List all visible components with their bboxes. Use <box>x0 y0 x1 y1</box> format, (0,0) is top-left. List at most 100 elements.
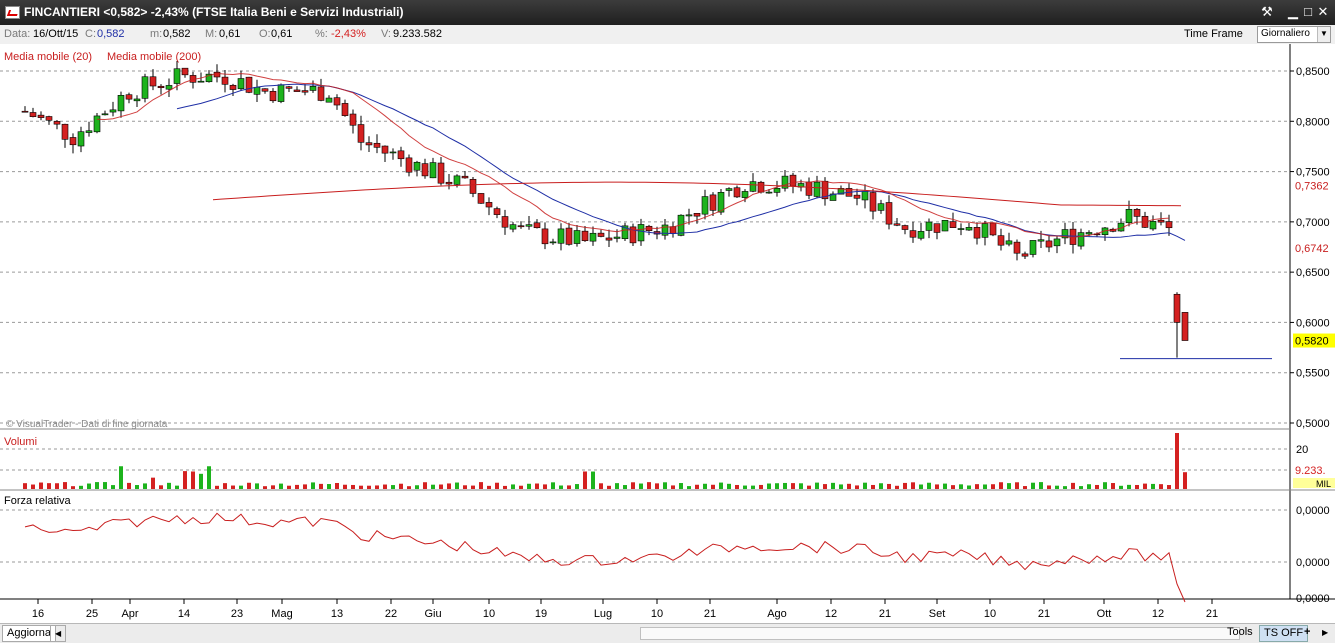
volume-bar <box>111 485 115 489</box>
candle-body <box>485 202 493 208</box>
volume-bar <box>775 483 779 489</box>
chart-area[interactable]: 0,8500 0,8000 0,7500 0,7000 0,6500 0,6000 0,55… <box>0 44 1335 623</box>
volume-bar <box>159 485 163 489</box>
volume-bar <box>335 482 339 489</box>
candle-body <box>397 150 405 160</box>
candle-body <box>629 226 637 244</box>
price-tick-label: 0,8500 <box>1296 66 1330 78</box>
x-tick-label: Ago <box>767 608 787 620</box>
candle-body <box>1021 253 1029 257</box>
candle-body <box>325 97 333 103</box>
candle-body <box>973 227 981 239</box>
ma200-value-tag: 0,7362 <box>1295 180 1329 192</box>
candle-body <box>565 227 573 245</box>
volume-bar <box>743 485 747 489</box>
chevron-down-icon[interactable]: ▼ <box>1317 27 1330 42</box>
candle-body <box>357 124 365 143</box>
volume-bar <box>303 484 307 489</box>
horizontal-scrollbar[interactable] <box>640 627 1240 640</box>
close-button[interactable]: ✕ <box>1317 4 1329 19</box>
candle-body <box>613 236 621 239</box>
volume-bar <box>1135 484 1139 489</box>
volume-bar <box>183 471 187 489</box>
x-tick-label: 21 <box>1206 608 1218 620</box>
candle-body <box>157 85 165 89</box>
volume-bar <box>799 483 803 489</box>
volume-bar <box>1151 483 1155 489</box>
volume-bar <box>575 484 579 489</box>
volume-bar <box>375 485 379 489</box>
volume-bar <box>415 485 419 489</box>
candle-body <box>893 223 901 226</box>
candle-body <box>533 222 541 229</box>
x-tick-label: 21 <box>704 608 716 620</box>
candle-body <box>373 142 381 148</box>
x-tick-label: 13 <box>331 608 343 620</box>
volume-bar <box>311 482 315 489</box>
scroll-left-icon[interactable]: ◀ <box>50 625 67 642</box>
x-tick-label: 10 <box>984 608 996 620</box>
volume-bar <box>599 483 603 489</box>
candle-body <box>1181 312 1189 341</box>
candle-body <box>877 203 885 211</box>
candle-body <box>1045 240 1053 248</box>
chart-background <box>0 44 1335 623</box>
volume-bar <box>391 485 395 489</box>
volume-bar <box>119 466 123 489</box>
candle-body <box>469 178 477 194</box>
volume-bar <box>151 477 155 489</box>
rsi-title: Forza relativa <box>4 495 72 507</box>
volume-bar <box>1143 483 1147 489</box>
candle-body <box>1173 293 1181 323</box>
volume-bar <box>751 485 755 489</box>
price-tick-label: 0,6500 <box>1296 267 1330 279</box>
volume-bar <box>695 484 699 489</box>
candle-body <box>669 226 677 234</box>
candle-body <box>813 181 821 197</box>
price-tick-label: 0,6000 <box>1296 317 1330 329</box>
candle-body <box>685 214 693 217</box>
volume-bar <box>703 483 707 489</box>
volume-bar <box>719 482 723 489</box>
candle-body <box>549 241 557 244</box>
volume-bar <box>567 485 571 489</box>
x-tick-label: 14 <box>178 608 190 620</box>
zoom-in-button[interactable]: + <box>1304 626 1311 638</box>
timeframe-label: Time Frame <box>1184 28 1243 40</box>
volume-bar <box>1079 486 1083 489</box>
candle-body <box>573 230 581 244</box>
candle-body <box>301 90 309 93</box>
volume-label: V: <box>381 28 391 40</box>
candle-body <box>773 187 781 193</box>
maximize-button[interactable]: □ <box>1304 4 1312 19</box>
volume-bar <box>1175 433 1179 489</box>
x-tick-label: 22 <box>385 608 397 620</box>
volume-bar <box>471 485 475 489</box>
volume-bar <box>271 485 275 489</box>
candle-body <box>1085 232 1093 235</box>
volume-bar <box>1071 482 1075 489</box>
pin-icon[interactable]: ⚒ <box>1261 4 1273 19</box>
minimize-button[interactable]: ▁ <box>1288 4 1298 19</box>
volume-bar <box>551 482 555 489</box>
volume-bar <box>639 483 643 489</box>
scroll-right-icon[interactable]: ▶ <box>1322 628 1329 637</box>
candle-body <box>277 84 285 102</box>
candle-body <box>1133 208 1141 217</box>
candle-body <box>125 94 133 100</box>
tools-button[interactable]: Tools <box>1227 626 1253 638</box>
volume-bar <box>519 485 523 489</box>
volume-bar <box>711 484 715 489</box>
timeframe-select[interactable]: Giornaliero ▼ <box>1257 26 1331 43</box>
open-label: O: <box>259 28 271 40</box>
volume-title: Volumi <box>4 436 37 448</box>
candle-body <box>925 221 933 231</box>
volume-bar <box>495 482 499 489</box>
status-bar: Aggiorna ◀ Tools TS OFF + ▶ <box>0 623 1335 643</box>
candle-body <box>757 181 765 193</box>
refresh-button[interactable]: Aggiorna <box>2 625 57 642</box>
volume-bar <box>543 484 547 489</box>
price-tick-label: 0,5000 <box>1296 418 1330 430</box>
watermark-text: © VisualTrader - Dati di fine giornata <box>6 419 168 430</box>
candle-body <box>253 86 261 95</box>
